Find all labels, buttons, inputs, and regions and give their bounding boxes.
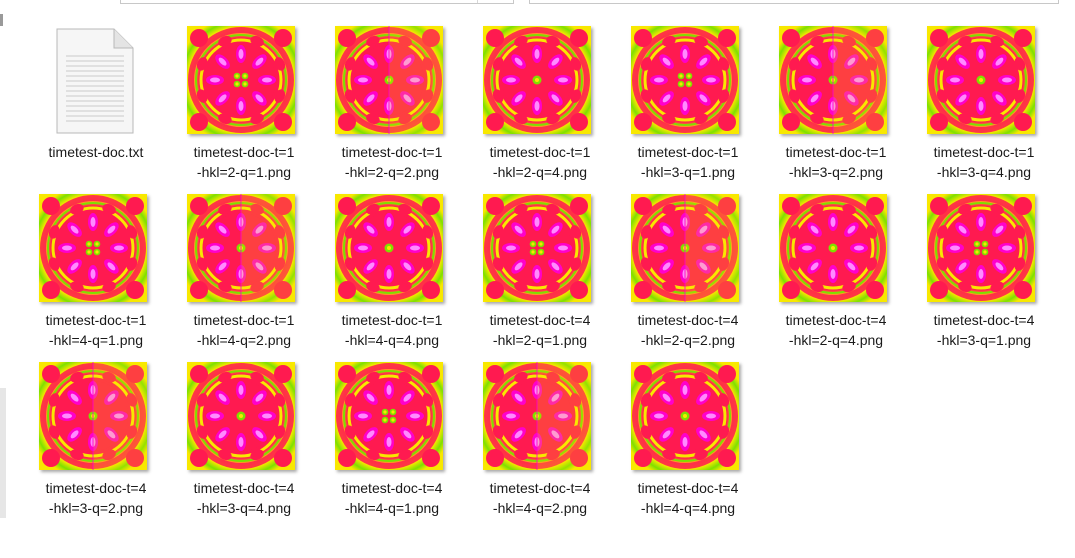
- image-thumbnail: [335, 362, 443, 470]
- file-name-label: timetest-doc-t=4 -hkl=2-q=2.png: [637, 312, 739, 348]
- file-item-image[interactable]: timetest-doc-t=4 -hkl=2-q=4.png: [762, 168, 910, 348]
- file-item-image[interactable]: timetest-doc-t=4 -hkl=3-q=2.png: [22, 336, 170, 516]
- file-name-label: timetest-doc-t=4 -hkl=2-q=4.png: [785, 312, 887, 348]
- file-name-label: timetest-doc-t=4 -hkl=3-q=4.png: [193, 480, 295, 516]
- file-item-image[interactable]: timetest-doc-t=1 -hkl=2-q=2.png: [318, 0, 466, 180]
- image-thumbnail: [187, 26, 295, 134]
- file-item-image[interactable]: timetest-doc-t=1 -hkl=4-q=4.png: [318, 168, 466, 348]
- file-item-image[interactable]: timetest-doc-t=4 -hkl=4-q=4.png: [614, 336, 762, 516]
- image-thumbnail: [631, 362, 739, 470]
- image-thumbnail: [335, 26, 443, 134]
- navigation-pane-edge: [0, 0, 6, 558]
- image-thumbnail: [631, 194, 739, 302]
- image-thumbnail: [39, 362, 147, 470]
- image-thumbnail: [483, 26, 591, 134]
- file-name-label: timetest-doc-t=4 -hkl=4-q=1.png: [341, 480, 443, 516]
- file-item-image[interactable]: timetest-doc-t=1 -hkl=4-q=1.png: [22, 168, 170, 348]
- image-thumbnail: [187, 362, 295, 470]
- file-item-image[interactable]: timetest-doc-t=4 -hkl=3-q=1.png: [910, 168, 1058, 348]
- address-dropdown-button[interactable]: [477, 0, 513, 3]
- file-item-image[interactable]: timetest-doc-t=1 -hkl=3-q=4.png: [910, 0, 1058, 180]
- file-item-image[interactable]: timetest-doc-t=4 -hkl=3-q=4.png: [170, 336, 318, 516]
- file-item-text[interactable]: timetest-doc.txt: [22, 0, 170, 160]
- image-thumbnail: [631, 26, 739, 134]
- file-item-image[interactable]: timetest-doc-t=4 -hkl=2-q=1.png: [466, 168, 614, 348]
- file-name-label: timetest-doc-t=1 -hkl=4-q=1.png: [45, 312, 147, 348]
- address-bar[interactable]: [120, 0, 514, 4]
- file-name-label: timetest-doc-t=1 -hkl=3-q=2.png: [785, 144, 887, 180]
- file-item-image[interactable]: timetest-doc-t=1 -hkl=2-q=1.png: [170, 0, 318, 180]
- file-name-label: timetest-doc-t=1 -hkl=3-q=4.png: [933, 144, 1035, 180]
- file-item-image[interactable]: timetest-doc-t=4 -hkl=4-q=1.png: [318, 336, 466, 516]
- image-thumbnail: [927, 26, 1035, 134]
- file-name-label: timetest-doc-t=4 -hkl=4-q=4.png: [637, 480, 739, 516]
- image-thumbnail: [779, 26, 887, 134]
- image-thumbnail: [779, 194, 887, 302]
- nav-scroll-arrow[interactable]: [0, 14, 3, 26]
- image-thumbnail: [483, 362, 591, 470]
- file-name-label: timetest-doc-t=1 -hkl=2-q=1.png: [193, 144, 295, 180]
- file-name-label: timetest-doc-t=4 -hkl=3-q=2.png: [45, 480, 147, 516]
- file-name-label: timetest-doc-t=1 -hkl=4-q=4.png: [341, 312, 443, 348]
- file-item-image[interactable]: timetest-doc-t=1 -hkl=3-q=2.png: [762, 0, 910, 180]
- file-name-label: timetest-doc-t=4 -hkl=4-q=2.png: [489, 480, 591, 516]
- image-thumbnail: [187, 194, 295, 302]
- nav-scrollbar[interactable]: [0, 388, 6, 518]
- image-thumbnail: [927, 194, 1035, 302]
- search-input[interactable]: [529, 0, 1059, 4]
- file-name-label: timetest-doc-t=4 -hkl=2-q=1.png: [489, 312, 591, 348]
- file-item-image[interactable]: timetest-doc-t=1 -hkl=2-q=4.png: [466, 0, 614, 180]
- file-name-label: timetest-doc-t=1 -hkl=2-q=2.png: [341, 144, 443, 180]
- file-item-image[interactable]: timetest-doc-t=1 -hkl=3-q=1.png: [614, 0, 762, 180]
- file-name-label: timetest-doc-t=4 -hkl=3-q=1.png: [933, 312, 1035, 348]
- file-item-image[interactable]: timetest-doc-t=4 -hkl=2-q=2.png: [614, 168, 762, 348]
- file-item-image[interactable]: timetest-doc-t=1 -hkl=4-q=2.png: [170, 168, 318, 348]
- file-name-label: timetest-doc.txt: [48, 144, 144, 160]
- file-name-label: timetest-doc-t=1 -hkl=4-q=2.png: [193, 312, 295, 348]
- text-document-icon: [56, 28, 134, 134]
- image-thumbnail: [39, 194, 147, 302]
- image-thumbnail: [483, 194, 591, 302]
- image-thumbnail: [335, 194, 443, 302]
- file-item-image[interactable]: timetest-doc-t=4 -hkl=4-q=2.png: [466, 336, 614, 516]
- top-chrome: [0, 0, 1075, 6]
- file-name-label: timetest-doc-t=1 -hkl=2-q=4.png: [489, 144, 591, 180]
- file-name-label: timetest-doc-t=1 -hkl=3-q=1.png: [637, 144, 739, 180]
